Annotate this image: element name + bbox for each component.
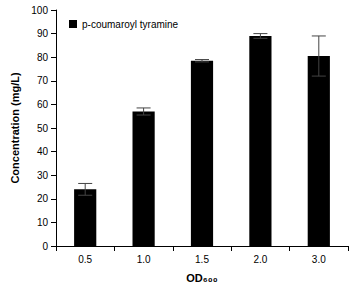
svg-text:10: 10 [37,217,49,228]
svg-text:20: 20 [37,193,49,204]
svg-text:p-coumaroyl tyramine: p-coumaroyl tyramine [82,19,179,30]
svg-text:0.5: 0.5 [78,254,92,265]
svg-text:100: 100 [31,5,48,16]
svg-text:0: 0 [42,241,48,252]
svg-text:60: 60 [37,99,49,110]
svg-text:80: 80 [37,52,49,63]
svg-text:2.0: 2.0 [253,254,267,265]
svg-text:1.0: 1.0 [137,254,151,265]
svg-text:Concentration (mg/L): Concentration (mg/L) [9,72,21,184]
svg-text:OD₆₀₀: OD₆₀₀ [186,272,217,284]
svg-text:1.5: 1.5 [195,254,209,265]
svg-text:50: 50 [37,123,49,134]
svg-text:40: 40 [37,146,49,157]
svg-text:30: 30 [37,170,49,181]
svg-text:90: 90 [37,28,49,39]
svg-text:70: 70 [37,75,49,86]
svg-text:3.0: 3.0 [312,254,326,265]
